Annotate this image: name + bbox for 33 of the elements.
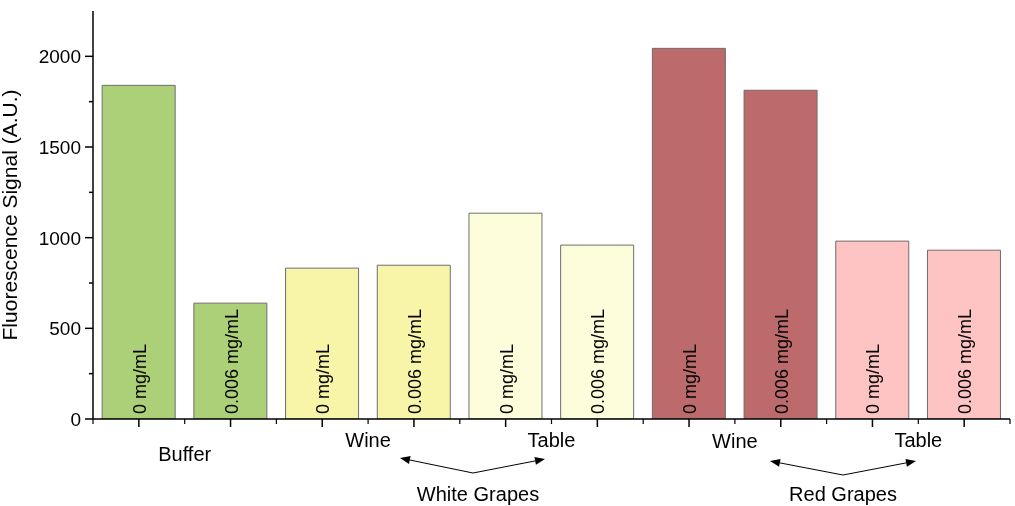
x-tick-label: 0 mg/mL <box>680 343 701 414</box>
x-tick-label: 0.006 mg/mL <box>404 308 425 414</box>
bar <box>560 244 635 419</box>
y-tick-label: 2000 <box>38 46 81 68</box>
x-tick-label: 0.006 mg/mL <box>771 308 792 414</box>
y-axis-title: Fluorescence Signal (A.U.) <box>0 89 22 341</box>
bar <box>101 84 176 419</box>
y-tick-label: 0 <box>70 409 81 430</box>
bar <box>926 249 1001 419</box>
x-tick-label: 0.006 mg/mL <box>221 308 242 414</box>
y-tick-label: 500 <box>49 318 81 340</box>
bar <box>468 212 543 419</box>
x-tick-label: 0 mg/mL <box>129 343 150 414</box>
bar <box>193 302 268 419</box>
x-tick-label: 0.006 mg/mL <box>955 308 976 414</box>
text: White Grapes <box>416 483 540 505</box>
text: Red Grapes <box>789 483 897 505</box>
text: Table <box>894 429 943 451</box>
bar <box>651 47 726 419</box>
text: Wine <box>345 429 391 451</box>
x-tick-label: 0 mg/mL <box>496 343 517 414</box>
bar <box>376 264 451 419</box>
text: Buffer <box>158 443 212 465</box>
x-tick-label: 0 mg/mL <box>313 343 334 414</box>
x-tick-label: 0.006 mg/mL <box>588 308 609 414</box>
bar <box>743 89 818 419</box>
bar <box>285 267 360 419</box>
y-tick-label: 1000 <box>38 227 81 249</box>
x-tick-label: 0 mg/mL <box>863 343 884 414</box>
text: Table <box>527 429 576 451</box>
text: Wine <box>712 430 758 452</box>
bar <box>835 240 910 419</box>
y-tick-label: 1500 <box>38 137 81 158</box>
